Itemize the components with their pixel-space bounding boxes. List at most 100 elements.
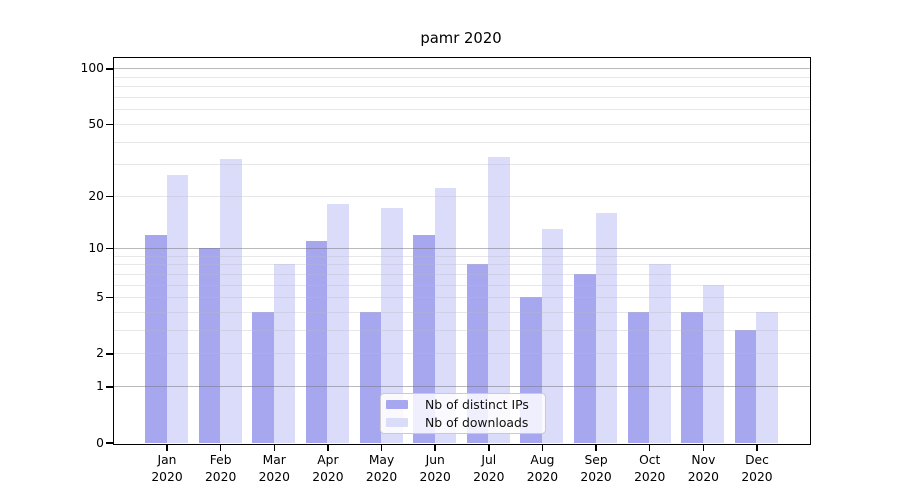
x-tick-month: Sep [584, 453, 608, 467]
bar-downloads [434, 188, 457, 443]
bar-downloads [327, 203, 349, 443]
x-tick-month: Apr [317, 453, 339, 467]
x-tick-year: 2020 [204, 470, 237, 484]
legend-swatch-distinct-ips [386, 399, 408, 410]
bar-distinct-ips [681, 312, 703, 443]
bar-downloads [702, 284, 725, 443]
x-tick-label: Mar 2020 [247, 452, 301, 486]
x-tick-month: Nov [691, 453, 716, 467]
legend: Nb of distinct IPs Nb of downloads [380, 393, 546, 434]
y-tick-label: 20 [88, 188, 104, 203]
y-tick-label: 100 [80, 61, 104, 76]
minor-gridline [113, 141, 810, 143]
y-axis-tick [106, 247, 113, 250]
y-tick-label: 5 [96, 290, 104, 305]
minor-gridline [113, 273, 810, 275]
x-axis-tick [702, 445, 705, 451]
x-tick-label: Oct 2020 [623, 452, 677, 486]
x-tick-month: Aug [530, 453, 555, 467]
major-gridline [113, 68, 810, 70]
x-axis-tick [595, 445, 597, 451]
x-axis-tick [219, 445, 222, 451]
minor-gridline [113, 195, 810, 197]
y-tick-label: 1 [96, 379, 104, 394]
x-tick-year: 2020 [258, 470, 290, 484]
y-axis-tick [106, 195, 113, 197]
y-tick-label: 50 [88, 116, 104, 131]
minor-gridline [113, 97, 810, 99]
y-axis-tick [106, 442, 113, 444]
y-axis-tick [106, 68, 113, 70]
x-tick-label: May 2020 [355, 452, 409, 486]
legend-label-distinct-ips: Nb of distinct IPs [425, 397, 529, 412]
legend-item-downloads: Nb of downloads [386, 415, 545, 430]
x-tick-month: Mar [262, 453, 286, 467]
bar-downloads [488, 156, 510, 443]
x-tick-year: 2020 [526, 470, 559, 484]
x-tick-label: Jul 2020 [462, 452, 516, 486]
x-axis-tick [166, 445, 168, 451]
bar-distinct-ips [627, 312, 650, 443]
x-tick-year: 2020 [419, 470, 451, 484]
legend-label-downloads: Nb of downloads [425, 415, 529, 430]
x-tick-month: Jul [481, 453, 497, 467]
bar-distinct-ips [252, 312, 274, 443]
x-tick-year: 2020 [634, 470, 666, 484]
x-tick-label: Jan 2020 [140, 452, 194, 486]
y-tick-label: 0 [96, 435, 104, 450]
x-tick-year: 2020 [580, 470, 612, 484]
bar-downloads [166, 175, 188, 443]
minor-gridline [113, 76, 810, 78]
major-gridline [113, 386, 810, 388]
bar-downloads [273, 264, 296, 443]
x-axis-tick [327, 445, 329, 451]
x-tick-label: Feb 2020 [194, 452, 248, 486]
x-tick-year: 2020 [741, 470, 773, 484]
x-tick-label: Apr 2020 [301, 452, 355, 486]
x-tick-year: 2020 [687, 470, 719, 484]
minor-gridline [113, 264, 810, 266]
minor-gridline [113, 353, 810, 355]
y-axis-tick [106, 297, 113, 299]
x-tick-label: Dec 2020 [730, 452, 784, 486]
bar-distinct-ips [413, 234, 435, 443]
x-tick-year: 2020 [365, 470, 398, 484]
x-axis-tick [380, 445, 383, 451]
bar-distinct-ips [574, 273, 596, 443]
bar-downloads [756, 312, 778, 443]
minor-gridline [113, 330, 810, 332]
x-tick-month: May [368, 453, 395, 467]
x-tick-label: Jun 2020 [408, 452, 462, 486]
x-tick-month: Feb [209, 453, 232, 467]
minor-gridline [113, 164, 810, 166]
bar-distinct-ips [305, 241, 328, 443]
y-axis-tick [106, 353, 113, 355]
legend-item-distinct-ips: Nb of distinct IPs [386, 397, 545, 412]
bar-distinct-ips [145, 234, 167, 443]
bar-distinct-ips [198, 248, 221, 443]
minor-gridline [113, 312, 810, 314]
x-axis-tick [273, 445, 275, 451]
bar-downloads [649, 264, 671, 443]
bar-downloads [595, 212, 618, 443]
x-tick-label: Aug 2020 [515, 452, 569, 486]
x-tick-year: 2020 [151, 470, 183, 484]
chart-title: pamr 2020 [420, 30, 502, 47]
x-tick-month: Jan [157, 453, 177, 467]
minor-gridline [113, 123, 810, 125]
bar-downloads [381, 208, 403, 443]
x-axis-tick [756, 445, 758, 451]
y-tick-label: 2 [96, 346, 104, 361]
y-axis-tick [106, 386, 113, 388]
x-axis-tick [488, 445, 490, 451]
x-tick-year: 2020 [312, 470, 344, 484]
y-tick-label: 10 [88, 241, 104, 256]
legend-swatch-downloads [386, 417, 408, 428]
bar-distinct-ips [359, 312, 382, 443]
plot-area [112, 57, 811, 445]
x-axis-tick [649, 445, 651, 451]
minor-gridline [113, 255, 810, 257]
x-axis-tick [541, 445, 544, 451]
minor-gridline [113, 109, 810, 111]
